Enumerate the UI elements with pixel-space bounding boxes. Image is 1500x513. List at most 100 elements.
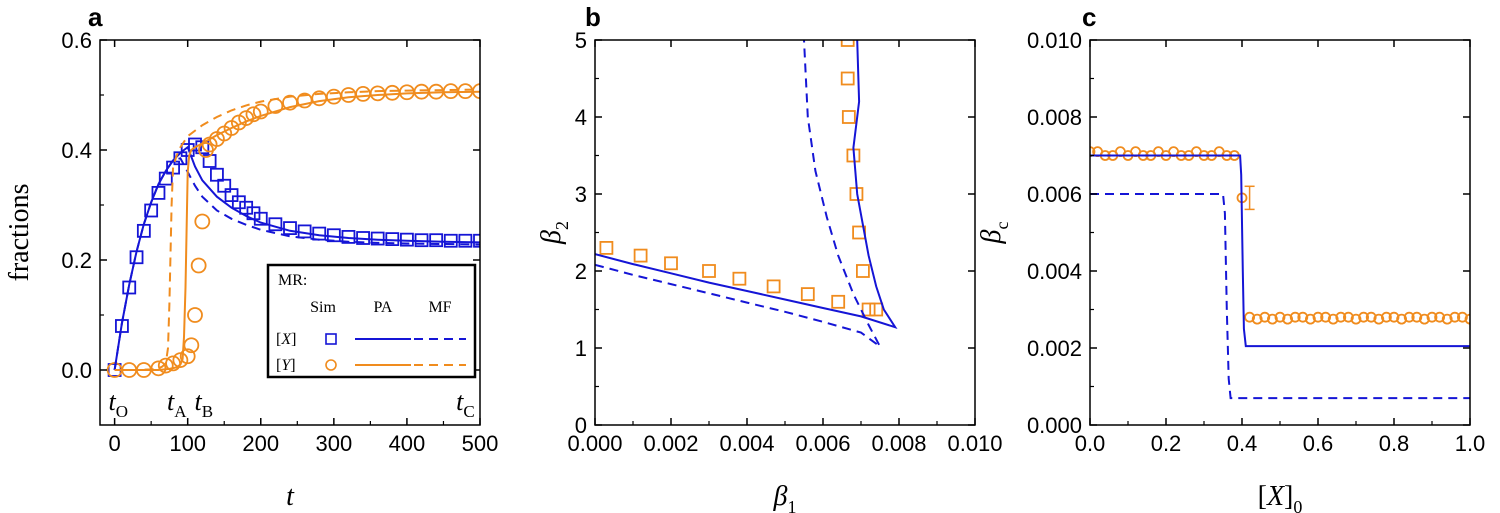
data-point [1244,311,1255,323]
data-point [831,294,846,309]
data-point [1381,311,1392,323]
y-axis-title: fractions [4,184,35,282]
data-point [1289,311,1301,323]
panel-a: 0 100 200 300 400 500 0.0 0.2 0.4 0.6 t fractions a t… [4,2,498,512]
data-point [172,352,189,369]
data-point [599,240,614,255]
data-point [1282,313,1293,325]
y-tick-label: 0.2 [61,248,92,273]
data-point [245,106,262,123]
x-tick-label: 0.6 [1303,431,1334,456]
data-point [190,257,207,274]
x-axis-title: β1 [773,481,797,513]
panel-letter: c [1082,2,1096,32]
data-point [1419,313,1430,325]
time-marker-label: tB [194,387,213,421]
x-tick-label: 0 [108,431,120,456]
panel-letter: a [88,2,103,32]
time-marker-label: tO [109,387,129,421]
legend-column-header: Sim [310,299,336,316]
y-tick-label: 1 [575,336,587,361]
data-point [1274,311,1286,323]
data-point [766,279,781,294]
data-point [340,87,357,103]
x-tick-label: 500 [462,431,499,456]
legend-box [266,263,477,379]
panel-letter: b [585,2,601,32]
data-point [1388,311,1400,323]
series-line--x-pa [113,145,480,371]
data-point [1259,311,1271,323]
data-point [194,213,211,230]
x-axis-title: t [286,481,295,512]
x-tick-label: 0.010 [947,431,1002,456]
x-tick-label: 100 [169,431,206,456]
legend-row-label: [Y] [276,357,296,374]
data-point [1320,311,1331,323]
data-point [856,264,870,278]
data-point [473,233,480,248]
data-point [399,84,415,101]
legend-row-label: [X] [276,331,296,348]
y-tick-label: 0.6 [61,28,92,53]
data-point [840,71,855,86]
data-point [1426,311,1438,323]
plot-area [106,83,480,378]
y-tick-label: 0.006 [1027,182,1082,207]
y-tick-label: 0.004 [1027,259,1082,284]
legend-title: MR: [278,272,307,289]
panel-c: 0.0 0.2 0.4 0.6 0.8 1.0 0.000 0.002 0.004 0.006 0.… [976,2,1485,513]
data-point [312,226,327,241]
x-tick-label: 0.4 [1227,431,1258,456]
series-line--x-mf [113,157,480,371]
data-point [1449,311,1461,323]
x-tick-label: 0.002 [643,431,698,456]
data-point [1335,311,1347,323]
x-tick-label: 1.0 [1455,431,1486,456]
axes-frame [1089,39,1471,426]
x-tick-label: 400 [389,431,426,456]
data-point [1396,313,1407,325]
y-tick-label: 0.000 [1027,413,1082,438]
data-point [355,86,371,102]
data-point [841,110,856,124]
data-point [325,88,342,105]
data-point [1441,313,1453,325]
data-point [1305,313,1316,325]
data-point [458,233,473,248]
y-tick-label: 3 [575,182,587,207]
data-point [869,302,884,317]
y-tick-label: 2 [575,259,587,284]
data-point [369,85,386,102]
data-point [187,307,203,323]
legend-marker-circle [325,359,337,371]
y-tick-label: 0.0 [61,358,92,383]
y-axis-title: β2 [536,221,572,245]
data-point [1434,311,1445,323]
y-tick-label: 0 [575,413,587,438]
data-point [157,357,174,374]
data-point [1350,313,1362,325]
time-marker-label: tC [456,387,475,421]
data-point [1457,311,1468,323]
data-point [840,40,855,47]
x-tick-label: 0.006 [795,431,850,456]
axes-frame [99,39,481,426]
data-point [1312,311,1324,323]
x-tick-label: 200 [242,431,279,456]
x-tick-label: 0.0 [1075,431,1106,456]
x-tick-label: 300 [315,431,352,456]
data-point [1358,311,1369,323]
plot-area [1090,146,1470,400]
y-tick-label: 0.010 [1027,28,1082,53]
x-tick-label: 0.8 [1379,431,1410,456]
data-point [1411,311,1423,323]
data-point [151,185,166,200]
data-point [252,103,269,120]
series-line-mf [1090,193,1470,400]
series-line--y-mf [114,88,480,371]
data-point [732,271,747,286]
series-line--y-pa [114,90,480,371]
legend-column-header: PA [374,299,393,316]
